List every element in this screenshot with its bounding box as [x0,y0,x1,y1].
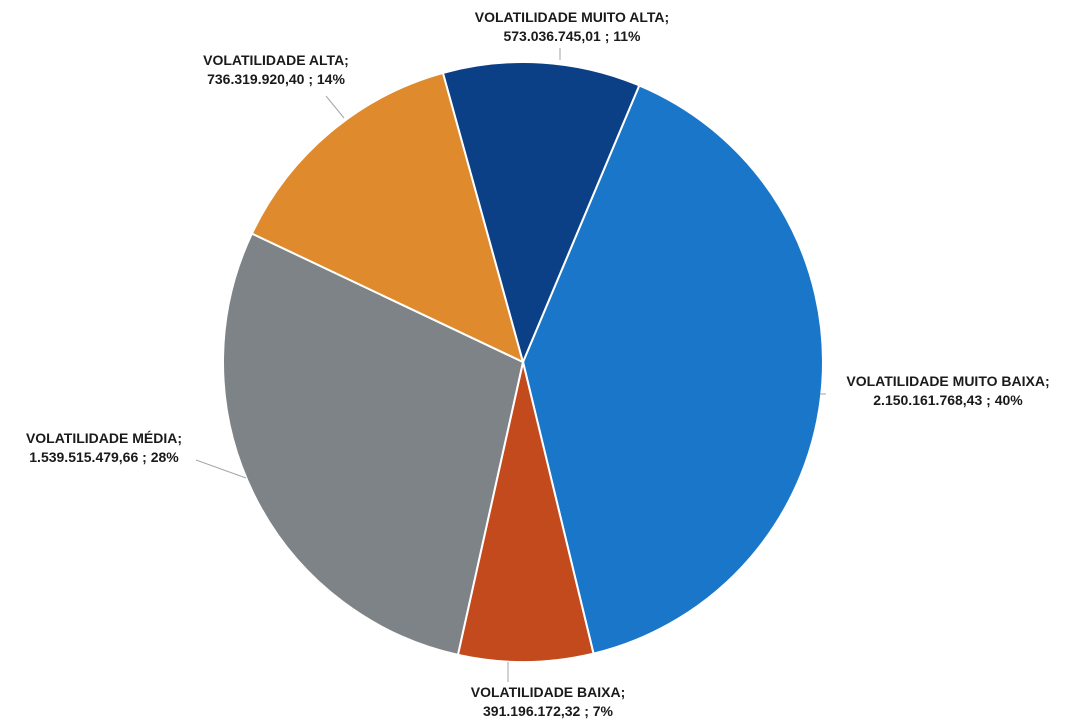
slice-labels: VOLATILIDADE MUITO BAIXA; 2.150.161.768,4… [26,9,1050,719]
slice-label-alta: VOLATILIDADE ALTA; [203,52,349,68]
slice-label-baixa: VOLATILIDADE BAIXA; [471,684,626,700]
slice-value-media: 1.539.515.479,66 ; 28% [29,449,179,465]
slice-value-baixa: 391.196.172,32 ; 7% [483,703,614,719]
slice-value-muito-baixa: 2.150.161.768,43 ; 40% [873,392,1023,408]
slice-value-alta: 736.319.920,40 ; 14% [207,71,345,87]
leader-line-media [195,459,247,479]
slice-label-muito-baixa: VOLATILIDADE MUITO BAIXA; [846,373,1049,389]
pie-slice-baixa [456,361,595,663]
pie-slice-alta [250,71,525,364]
slice-label-muito-alta: VOLATILIDADE MUITO ALTA; [475,9,669,25]
leader-line-alta [325,95,345,119]
pie-slice-muito-baixa [521,84,824,655]
slice-value-muito-alta: 573.036.745,01 ; 11% [503,28,641,44]
leader-lines [195,48,826,682]
pie-slice-muito-alta [441,61,641,366]
pie-slice-media [222,232,525,657]
slice-label-media: VOLATILIDADE MÉDIA; [26,430,182,446]
pie-slices [222,61,824,663]
